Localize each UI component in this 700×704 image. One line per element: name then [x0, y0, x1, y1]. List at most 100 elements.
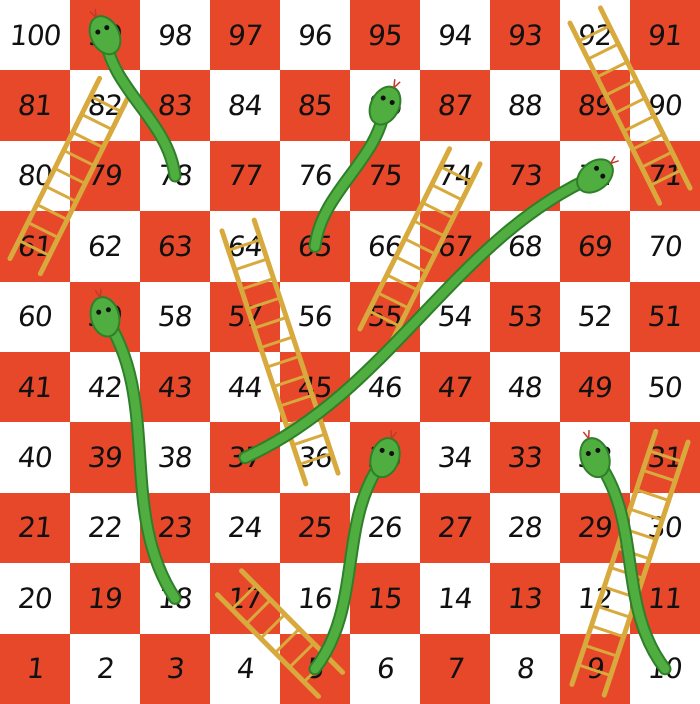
- board-square-80[interactable]: 80: [0, 140, 70, 212]
- board-square-64[interactable]: 64: [210, 211, 280, 282]
- board-square-79[interactable]: 79: [70, 140, 140, 212]
- board-square-23[interactable]: 23: [140, 492, 210, 564]
- board-square-43[interactable]: 43: [140, 351, 210, 423]
- board-square-10[interactable]: 10: [630, 633, 700, 704]
- board-square-47[interactable]: 47: [420, 351, 490, 423]
- board-square-9[interactable]: 9: [560, 633, 630, 704]
- board-square-33[interactable]: 33: [490, 422, 560, 493]
- board-square-62[interactable]: 62: [70, 211, 140, 282]
- board-square-99[interactable]: 99: [70, 0, 140, 71]
- board-square-92[interactable]: 92: [560, 0, 630, 71]
- board-square-100[interactable]: 100: [0, 0, 70, 71]
- board-square-11[interactable]: 11: [630, 563, 700, 634]
- board-square-75[interactable]: 75: [350, 140, 420, 212]
- board-square-19[interactable]: 19: [70, 563, 140, 634]
- board-square-36[interactable]: 36: [280, 422, 350, 493]
- board-square-68[interactable]: 68: [490, 211, 560, 282]
- board-square-35[interactable]: 35: [350, 422, 420, 493]
- board-square-13[interactable]: 13: [490, 563, 560, 634]
- board-square-52[interactable]: 52: [560, 281, 630, 352]
- board-square-44[interactable]: 44: [210, 351, 280, 423]
- board-square-27[interactable]: 27: [420, 492, 490, 564]
- board-square-67[interactable]: 67: [420, 211, 490, 282]
- board-square-7[interactable]: 7: [420, 633, 490, 704]
- board-square-20[interactable]: 20: [0, 563, 70, 634]
- board-square-76[interactable]: 76: [280, 140, 350, 212]
- board-square-94[interactable]: 94: [420, 0, 490, 71]
- board-square-49[interactable]: 49: [560, 351, 630, 423]
- board-square-58[interactable]: 58: [140, 281, 210, 352]
- board-square-14[interactable]: 14: [420, 563, 490, 634]
- board-square-55[interactable]: 55: [350, 281, 420, 352]
- board-square-46[interactable]: 46: [350, 351, 420, 423]
- board-square-56[interactable]: 56: [280, 281, 350, 352]
- board-square-53[interactable]: 53: [490, 281, 560, 352]
- board-square-6[interactable]: 6: [350, 633, 420, 704]
- board-square-16[interactable]: 16: [280, 563, 350, 634]
- board-square-91[interactable]: 91: [630, 0, 700, 71]
- board-square-89[interactable]: 89: [560, 70, 630, 141]
- board-square-82[interactable]: 82: [70, 70, 140, 141]
- board-square-97[interactable]: 97: [210, 0, 280, 71]
- board-square-45[interactable]: 45: [280, 351, 350, 423]
- board-square-74[interactable]: 74: [420, 140, 490, 212]
- board-square-39[interactable]: 39: [70, 422, 140, 493]
- board-square-26[interactable]: 26: [350, 492, 420, 564]
- board-square-41[interactable]: 41: [0, 351, 70, 423]
- board-square-77[interactable]: 77: [210, 140, 280, 212]
- board-square-88[interactable]: 88: [490, 70, 560, 141]
- board-square-73[interactable]: 73: [490, 140, 560, 212]
- board-square-48[interactable]: 48: [490, 351, 560, 423]
- board-square-57[interactable]: 57: [210, 281, 280, 352]
- board-square-90[interactable]: 90: [630, 70, 700, 141]
- board-square-18[interactable]: 18: [140, 563, 210, 634]
- board-square-37[interactable]: 37: [210, 422, 280, 493]
- board-square-17[interactable]: 17: [210, 563, 280, 634]
- board-square-51[interactable]: 51: [630, 281, 700, 352]
- board-square-24[interactable]: 24: [210, 492, 280, 564]
- board-square-12[interactable]: 12: [560, 563, 630, 634]
- board-square-71[interactable]: 71: [630, 140, 700, 212]
- board-square-2[interactable]: 2: [70, 633, 140, 704]
- board-square-98[interactable]: 98: [140, 0, 210, 71]
- board-square-34[interactable]: 34: [420, 422, 490, 493]
- board-square-78[interactable]: 78: [140, 140, 210, 212]
- board-square-8[interactable]: 8: [490, 633, 560, 704]
- board-square-96[interactable]: 96: [280, 0, 350, 71]
- board-square-42[interactable]: 42: [70, 351, 140, 423]
- board-square-25[interactable]: 25: [280, 492, 350, 564]
- board-square-93[interactable]: 93: [490, 0, 560, 71]
- board-square-70[interactable]: 70: [630, 211, 700, 282]
- board-square-72[interactable]: 72: [560, 140, 630, 212]
- board-square-4[interactable]: 4: [210, 633, 280, 704]
- board-square-69[interactable]: 69: [560, 211, 630, 282]
- board-square-86[interactable]: 86: [350, 70, 420, 141]
- board-square-3[interactable]: 3: [140, 633, 210, 704]
- board-square-22[interactable]: 22: [70, 492, 140, 564]
- board-square-65[interactable]: 65: [280, 211, 350, 282]
- board-square-66[interactable]: 66: [350, 211, 420, 282]
- board-square-21[interactable]: 21: [0, 492, 70, 564]
- board-square-28[interactable]: 28: [490, 492, 560, 564]
- board-square-1[interactable]: 1: [0, 633, 70, 704]
- board-square-60[interactable]: 60: [0, 281, 70, 352]
- board-square-31[interactable]: 31: [630, 422, 700, 493]
- board-square-81[interactable]: 81: [0, 70, 70, 141]
- board-square-87[interactable]: 87: [420, 70, 490, 141]
- board-square-50[interactable]: 50: [630, 351, 700, 423]
- board-square-29[interactable]: 29: [560, 492, 630, 564]
- board-square-30[interactable]: 30: [630, 492, 700, 564]
- board-square-59[interactable]: 59: [70, 281, 140, 352]
- board-square-83[interactable]: 83: [140, 70, 210, 141]
- board-square-85[interactable]: 85: [280, 70, 350, 141]
- board-square-54[interactable]: 54: [420, 281, 490, 352]
- board-square-84[interactable]: 84: [210, 70, 280, 141]
- board-square-32[interactable]: 32: [560, 422, 630, 493]
- board-square-63[interactable]: 63: [140, 211, 210, 282]
- board-square-38[interactable]: 38: [140, 422, 210, 493]
- board-square-5[interactable]: 5: [280, 633, 350, 704]
- board-square-61[interactable]: 61: [0, 211, 70, 282]
- board-square-95[interactable]: 95: [350, 0, 420, 71]
- board-square-40[interactable]: 40: [0, 422, 70, 493]
- board-square-15[interactable]: 15: [350, 563, 420, 634]
